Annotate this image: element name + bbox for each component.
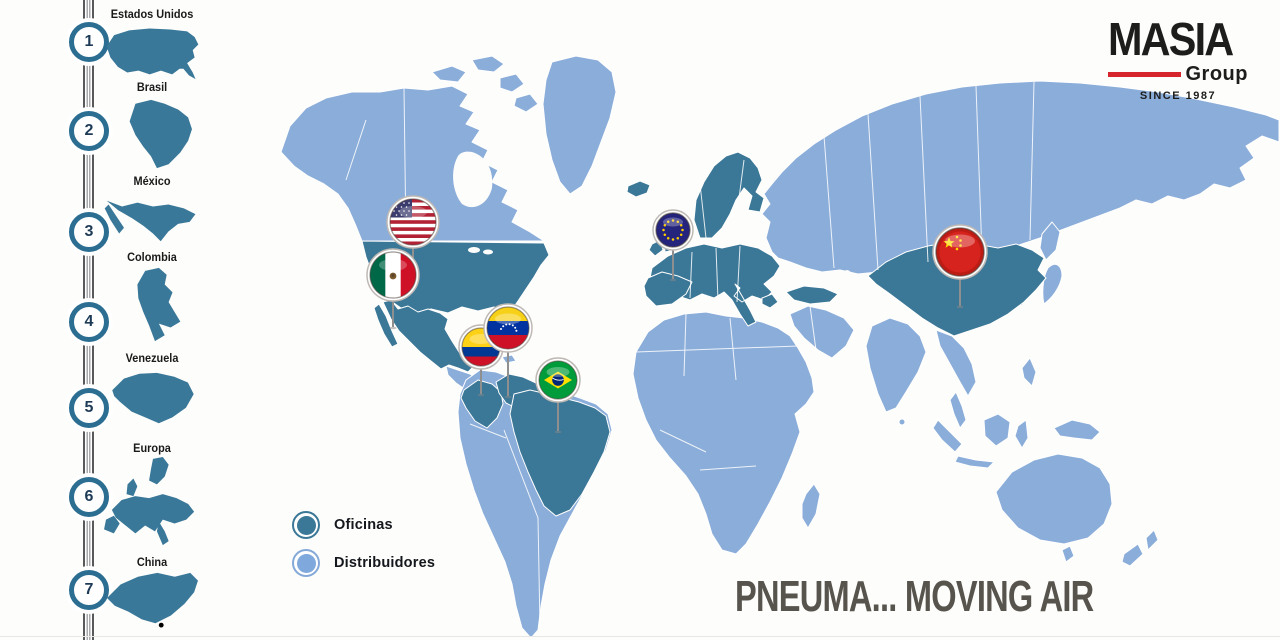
timeline-step-3: 3 <box>69 212 109 252</box>
bottom-hairline <box>0 636 1280 637</box>
distributors-marker-icon <box>292 549 320 577</box>
silhouette-china <box>107 572 198 628</box>
step-number: 2 <box>84 122 94 139</box>
country-borders <box>345 81 1035 629</box>
offices-marker-icon <box>292 511 320 539</box>
tagline: PNEUMA... MOVING AIR <box>735 572 1094 621</box>
step-number: 7 <box>84 581 94 598</box>
silhouette-colombia <box>137 267 181 342</box>
map-pin-china[interactable] <box>932 224 988 309</box>
timeline-step-4: 4 <box>69 302 109 342</box>
inland-seas <box>453 151 855 306</box>
map-pin-mexico[interactable] <box>366 248 420 330</box>
legend-offices: Oficinas <box>292 511 393 539</box>
timeline-step-7: 7 <box>69 570 109 610</box>
distributors-label: Distribuidores <box>334 555 436 571</box>
step-number: 4 <box>84 313 94 330</box>
step-number: 3 <box>84 223 94 240</box>
label-estados-unidos: Estados Unidos <box>110 9 194 21</box>
map-pin-venezuela[interactable] <box>483 303 533 399</box>
legend-distributors: Distribuidores <box>292 549 435 577</box>
map-pin-europa[interactable] <box>652 209 694 282</box>
silhouette-estados-unidos <box>106 28 199 80</box>
timeline-step-1: 1 <box>69 22 109 62</box>
label-china: China <box>136 557 168 569</box>
label-brasil: Brasil <box>136 82 168 94</box>
label-colombia: Colombia <box>127 252 177 264</box>
timeline-step-5: 5 <box>69 388 109 428</box>
silhouette-mexico <box>104 200 196 242</box>
timeline-step-2: 2 <box>69 111 109 151</box>
logo-since-text: SINCE 1987 <box>1139 90 1217 102</box>
label-mexico: México <box>133 176 171 188</box>
silhouette-venezuela <box>112 372 194 424</box>
offices-label: Oficinas <box>334 517 393 533</box>
step-number: 5 <box>84 399 94 416</box>
map-pin-brasil[interactable] <box>535 357 581 434</box>
logo-brand-text: MASIA <box>1108 13 1234 65</box>
step-number: 1 <box>84 33 94 50</box>
label-venezuela: Venezuela <box>125 353 179 365</box>
silhouette-europa <box>104 456 195 546</box>
label-europa: Europa <box>133 443 171 455</box>
step-number: 6 <box>84 488 94 505</box>
logo-red-line <box>1108 72 1181 77</box>
timeline-step-6: 6 <box>69 477 109 517</box>
masia-group-logo: MASIA Group SINCE 1987 <box>1108 16 1248 102</box>
logo-group-text: Group <box>1185 63 1248 85</box>
silhouette-brasil <box>129 99 192 169</box>
